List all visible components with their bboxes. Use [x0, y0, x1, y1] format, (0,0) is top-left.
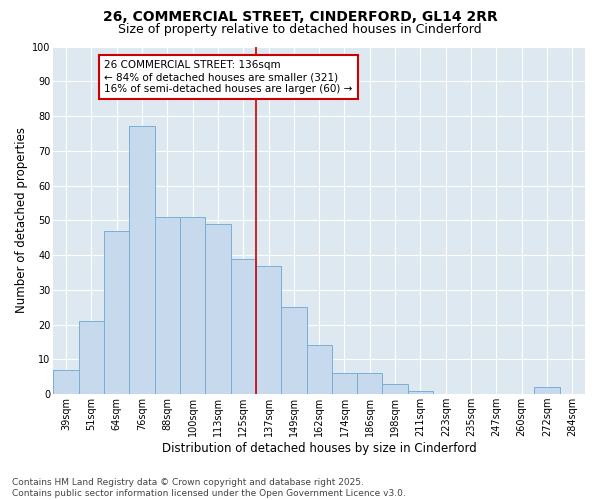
Bar	[307, 346, 332, 394]
Bar	[281, 307, 307, 394]
Bar	[53, 370, 79, 394]
Text: 26 COMMERCIAL STREET: 136sqm
← 84% of detached houses are smaller (321)
16% of s: 26 COMMERCIAL STREET: 136sqm ← 84% of de…	[104, 60, 352, 94]
Y-axis label: Number of detached properties: Number of detached properties	[15, 128, 28, 314]
Bar	[129, 126, 155, 394]
Text: 26, COMMERCIAL STREET, CINDERFORD, GL14 2RR: 26, COMMERCIAL STREET, CINDERFORD, GL14 …	[103, 10, 497, 24]
Bar	[408, 390, 433, 394]
Bar	[332, 374, 357, 394]
Bar	[256, 266, 281, 394]
Bar	[357, 374, 382, 394]
Bar	[535, 387, 560, 394]
Bar	[155, 217, 180, 394]
Bar	[104, 231, 129, 394]
Text: Size of property relative to detached houses in Cinderford: Size of property relative to detached ho…	[118, 22, 482, 36]
X-axis label: Distribution of detached houses by size in Cinderford: Distribution of detached houses by size …	[162, 442, 476, 455]
Bar	[382, 384, 408, 394]
Bar	[180, 217, 205, 394]
Bar	[79, 321, 104, 394]
Text: Contains HM Land Registry data © Crown copyright and database right 2025.
Contai: Contains HM Land Registry data © Crown c…	[12, 478, 406, 498]
Bar	[230, 258, 256, 394]
Bar	[205, 224, 230, 394]
